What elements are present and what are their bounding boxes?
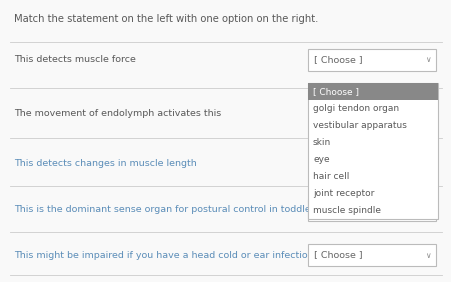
Text: This detects changes in muscle length: This detects changes in muscle length (14, 158, 196, 168)
Text: ∨: ∨ (424, 56, 430, 65)
Text: eye: eye (312, 155, 329, 164)
Bar (307, 199, 435, 221)
Bar (307, 244, 435, 266)
Text: vestibular apparatus: vestibular apparatus (312, 121, 406, 130)
Text: Match the statement on the left with one option on the right.: Match the statement on the left with one… (14, 14, 318, 24)
Text: [ Choose ]: [ Choose ] (313, 206, 362, 215)
Bar (307, 83, 437, 219)
Text: This might be impaired if you have a head cold or ear infection: This might be impaired if you have a hea… (14, 250, 313, 259)
Bar (307, 83, 437, 100)
Text: hair cell: hair cell (312, 172, 349, 181)
Text: [ Choose ]: [ Choose ] (313, 56, 362, 65)
Text: This is the dominant sense organ for postural control in toddlers: This is the dominant sense organ for pos… (14, 206, 319, 215)
Text: skin: skin (312, 138, 331, 147)
Text: ∨: ∨ (424, 250, 430, 259)
Text: The movement of endolymph activates this: The movement of endolymph activates this (14, 109, 221, 118)
Bar (307, 49, 435, 71)
Text: This detects muscle force: This detects muscle force (14, 56, 136, 65)
Text: [ Choose ]: [ Choose ] (312, 87, 358, 96)
Text: ∨: ∨ (424, 206, 430, 215)
Text: golgi tendon organ: golgi tendon organ (312, 104, 398, 113)
Text: [ Choose ]: [ Choose ] (313, 250, 362, 259)
Text: joint receptor: joint receptor (312, 189, 373, 198)
Text: muscle spindle: muscle spindle (312, 206, 380, 215)
